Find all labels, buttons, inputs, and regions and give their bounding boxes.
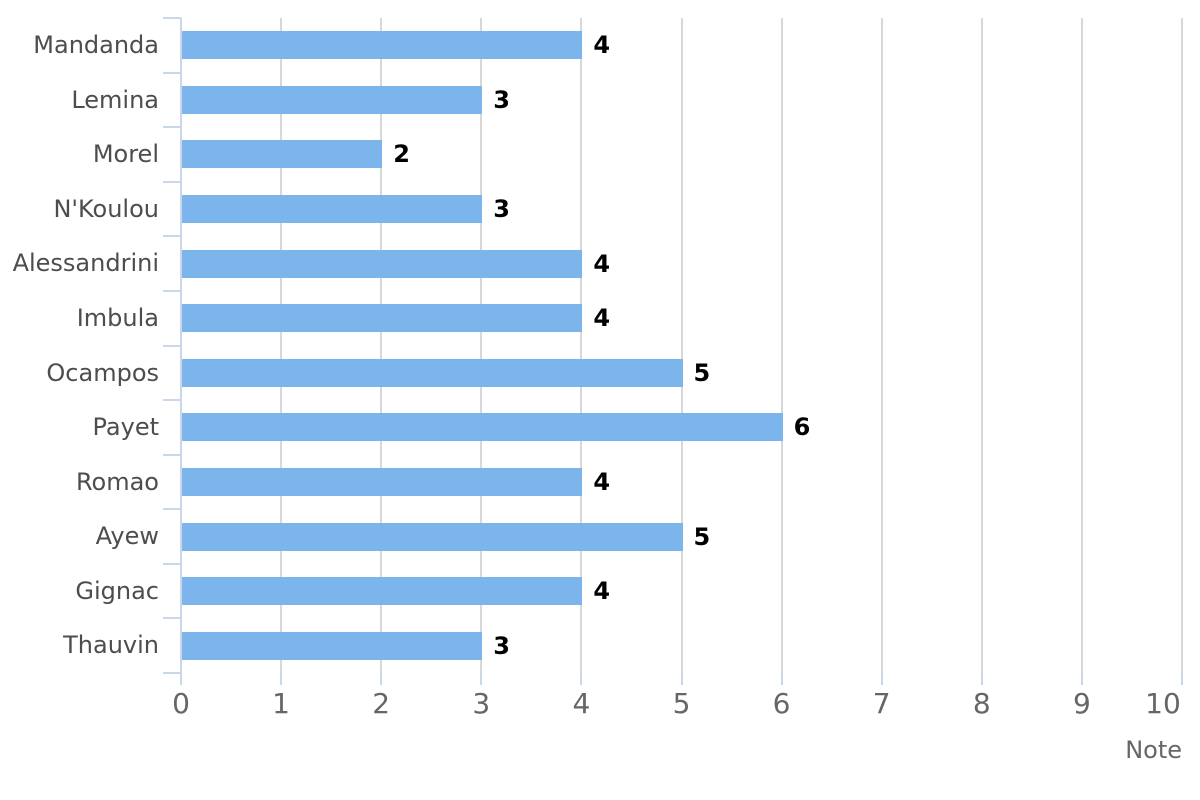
bar[interactable]: [182, 358, 683, 387]
bar-value-label: 4: [593, 467, 611, 496]
bar-value-label: 3: [493, 85, 510, 114]
y-axis-tick: [163, 453, 181, 456]
gridline: [380, 18, 383, 673]
category-label: Ayew: [95, 522, 159, 551]
gridline: [880, 18, 883, 673]
bar[interactable]: [182, 140, 383, 169]
y-axis-tick: [163, 344, 181, 347]
x-axis-title: Note: [1125, 736, 1182, 764]
x-axis-tick-label: 4: [572, 687, 591, 720]
gridline: [1181, 18, 1183, 673]
bar-value-label: 5: [693, 522, 711, 551]
gridline: [680, 18, 683, 673]
bar-value-label: 3: [493, 631, 510, 660]
y-axis-tick: [163, 672, 181, 674]
x-axis-tick: [680, 673, 683, 685]
gridline: [480, 18, 483, 673]
category-label: N'Koulou: [53, 194, 159, 223]
gridline: [780, 18, 783, 673]
x-axis-tick: [180, 673, 182, 685]
y-axis-tick: [163, 17, 181, 19]
y-axis-tick: [163, 126, 181, 129]
y-axis-tick: [163, 71, 181, 74]
x-axis-tick-label: 0: [172, 687, 190, 720]
category-label: Thauvin: [63, 631, 159, 660]
x-axis-tick-label: 5: [672, 687, 691, 720]
y-axis-tick: [163, 508, 181, 511]
x-axis-tick-label: 6: [772, 687, 791, 720]
x-axis-tick: [980, 673, 983, 685]
y-axis-tick: [163, 399, 181, 402]
bar-value-label: 5: [693, 358, 711, 387]
category-label: Romao: [75, 467, 159, 496]
y-axis-tick: [163, 562, 181, 565]
category-label: Gignac: [75, 576, 159, 605]
x-axis-tick: [580, 673, 583, 685]
y-axis-line: [180, 18, 182, 673]
x-axis-tick: [1181, 673, 1183, 685]
category-label: Payet: [92, 413, 159, 442]
category-label: Lemina: [71, 85, 159, 114]
x-axis-tick: [380, 673, 383, 685]
bar-value-label: 4: [593, 31, 611, 60]
x-axis-tick: [780, 673, 783, 685]
bar-value-label: 4: [593, 304, 611, 333]
category-label: Alessandrini: [12, 249, 159, 278]
bar-value-label: 6: [793, 413, 811, 442]
bar[interactable]: [182, 85, 483, 114]
x-axis-tick-label: 8: [972, 687, 991, 720]
x-axis-tick-label: 10: [1145, 687, 1181, 720]
bar[interactable]: [182, 577, 583, 606]
bar[interactable]: [182, 413, 783, 442]
bar[interactable]: [182, 304, 583, 333]
bar[interactable]: [182, 195, 483, 224]
bar[interactable]: [182, 522, 683, 551]
y-axis-tick: [163, 617, 181, 620]
gridline: [580, 18, 583, 673]
bar[interactable]: [182, 249, 583, 278]
bar-value-label: 4: [593, 249, 611, 278]
x-axis-tick-label: 3: [472, 687, 491, 720]
bar[interactable]: [182, 631, 483, 660]
gridline: [280, 18, 283, 673]
x-axis-tick: [480, 673, 483, 685]
bar-value-label: 3: [493, 195, 510, 224]
y-axis-tick: [163, 289, 181, 292]
x-axis-tick: [880, 673, 883, 685]
category-label: Ocampos: [46, 358, 159, 387]
y-axis-tick: [163, 180, 181, 183]
x-axis-tick-label: 1: [272, 687, 290, 720]
category-label: Morel: [92, 140, 159, 169]
x-axis-tick-label: 7: [872, 687, 891, 720]
x-axis-tick: [1080, 673, 1083, 685]
y-axis-tick: [163, 235, 181, 238]
x-axis-tick-label: 2: [372, 687, 391, 720]
gridline: [980, 18, 983, 673]
bar[interactable]: [182, 31, 583, 60]
category-label: Mandanda: [33, 31, 159, 59]
bar-value-label: 2: [393, 140, 410, 169]
bar-value-label: 4: [593, 577, 611, 606]
x-axis-tick: [280, 673, 283, 685]
gridline: [1080, 18, 1083, 673]
bar[interactable]: [182, 467, 583, 496]
x-axis-tick-label: 9: [1072, 687, 1091, 720]
category-label: Imbula: [76, 303, 159, 332]
